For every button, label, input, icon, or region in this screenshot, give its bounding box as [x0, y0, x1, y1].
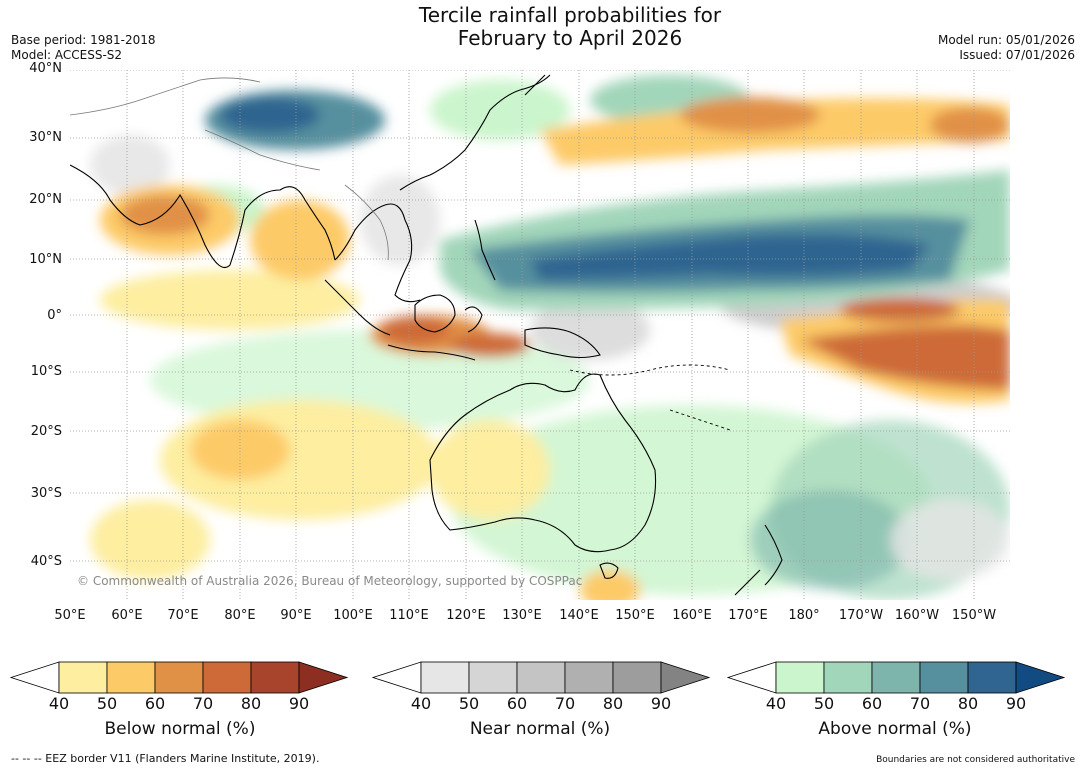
- colorbar-segment: [58, 661, 108, 694]
- colorbar-segment: [106, 661, 156, 694]
- lon-label: 60°E: [111, 608, 143, 623]
- lat-label: 30°N: [29, 130, 62, 145]
- colorbar-tick-label: 50: [96, 694, 118, 713]
- colorbar-extend-low: [371, 661, 422, 694]
- colorbar-tick-label: 80: [957, 694, 979, 713]
- colorbar-tick-label: 80: [240, 694, 262, 713]
- colorbar-tick-label: 90: [288, 694, 310, 713]
- lat-label: 20°N: [29, 192, 62, 207]
- lat-label: 40°N: [29, 61, 62, 76]
- colorbar-tick-label: 90: [650, 694, 672, 713]
- lat-label: 0°: [47, 308, 62, 323]
- colorbar-tick-label: 50: [813, 694, 835, 713]
- base-info: Base period: 1981-2018 Model: ACCESS-S2: [11, 33, 156, 63]
- coastlines: [70, 74, 783, 596]
- lat-label: 10°S: [30, 364, 62, 379]
- model-run-date: Model run: 05/01/2026: [937, 33, 1075, 47]
- lon-label: 170°E: [728, 608, 768, 623]
- colorbar-segment: [250, 661, 300, 694]
- colorbar-extend-low: [9, 661, 60, 694]
- run-info: Model run: 05/01/2026 Issued: 07/01/2026: [938, 33, 1075, 63]
- probability-map: [70, 70, 1010, 600]
- lon-label: 50°E: [54, 608, 86, 623]
- colorbar-tick-label: 40: [765, 694, 787, 713]
- colorbar-segment: [468, 661, 518, 694]
- borders: [70, 77, 389, 261]
- colorbar-tick-label: 70: [554, 694, 576, 713]
- colorbar-extend-high: [1015, 661, 1066, 694]
- colorbar-segment: [516, 661, 566, 694]
- issued-date: Issued: 07/01/2026: [959, 48, 1075, 62]
- colorbar-extend-low: [726, 661, 777, 694]
- lon-label: 180°: [788, 608, 820, 623]
- lon-label: 80°E: [224, 608, 256, 623]
- lat-label: 30°S: [30, 486, 62, 501]
- colorbar-extend-high: [660, 661, 711, 694]
- graticule: [70, 70, 1010, 600]
- colorbar-tick-label: 80: [602, 694, 624, 713]
- colorbar-above-normal: [726, 661, 1066, 694]
- lon-label: 160°E: [672, 608, 712, 623]
- colorbar-segment: [775, 661, 825, 694]
- eez-borders: [569, 364, 731, 431]
- colorbars: [9, 661, 1066, 694]
- lon-label: 160°W: [894, 608, 940, 623]
- lat-label: 10°N: [29, 252, 62, 267]
- boundaries-disclaimer: Boundaries are not considered authoritat…: [876, 755, 1075, 765]
- above-normal-label: Above normal (%): [818, 719, 972, 739]
- lat-label: 20°S: [30, 424, 62, 439]
- colorbar-tick-label: 90: [1005, 694, 1027, 713]
- colorbar-segment: [564, 661, 614, 694]
- colorbar-extend-high: [298, 661, 349, 694]
- colorbar-tick-label: 40: [48, 694, 70, 713]
- colorbar-tick-label: 50: [458, 694, 480, 713]
- base-period: Base period: 1981-2018: [11, 33, 156, 47]
- lat-label: 40°S: [30, 554, 62, 569]
- lon-label: 150°E: [615, 608, 655, 623]
- colorbar-segment: [202, 661, 252, 694]
- lon-label: 170°W: [838, 608, 884, 623]
- colorbar-segment: [420, 661, 470, 694]
- map-title-line-2: February to April 2026: [457, 26, 683, 50]
- colorbar-segment: [967, 661, 1017, 694]
- lon-label: 130°E: [502, 608, 542, 623]
- colorbar-tick-label: 60: [144, 694, 166, 713]
- colorbar-tick-label: 70: [909, 694, 931, 713]
- lon-label: 150°W: [951, 608, 997, 623]
- colorbar-tick-label: 60: [861, 694, 883, 713]
- near-normal-label: Near normal (%): [469, 719, 611, 739]
- colorbar-tick-label: 60: [506, 694, 528, 713]
- colorbar-below-normal: [9, 661, 349, 694]
- colorbar-segment: [823, 661, 873, 694]
- lon-label: 100°E: [333, 608, 373, 623]
- colorbar-near-normal: [371, 661, 711, 694]
- lon-label: 120°E: [446, 608, 486, 623]
- eez-note: -- -- -- EEZ border V11 (Flanders Marine…: [11, 752, 320, 765]
- colorbar-segment: [612, 661, 662, 694]
- map-title-line-1: Tercile rainfall probabilities for: [418, 3, 722, 27]
- lon-label: 90°E: [280, 608, 312, 623]
- colorbar-segment: [919, 661, 969, 694]
- map-title: Tercile rainfall probabilities for Febru…: [0, 4, 1085, 50]
- lon-label: 110°E: [389, 608, 429, 623]
- colorbar-tick-label: 70: [192, 694, 214, 713]
- colorbar-segment: [154, 661, 204, 694]
- model-name: Model: ACCESS-S2: [11, 48, 123, 62]
- colorbar-tick-label: 40: [410, 694, 432, 713]
- below-normal-label: Below normal (%): [104, 719, 256, 739]
- lon-label: 140°E: [559, 608, 599, 623]
- colorbar-segment: [871, 661, 921, 694]
- copyright-notice: © Commonwealth of Australia 2026, Bureau…: [77, 574, 583, 588]
- lon-label: 70°E: [167, 608, 199, 623]
